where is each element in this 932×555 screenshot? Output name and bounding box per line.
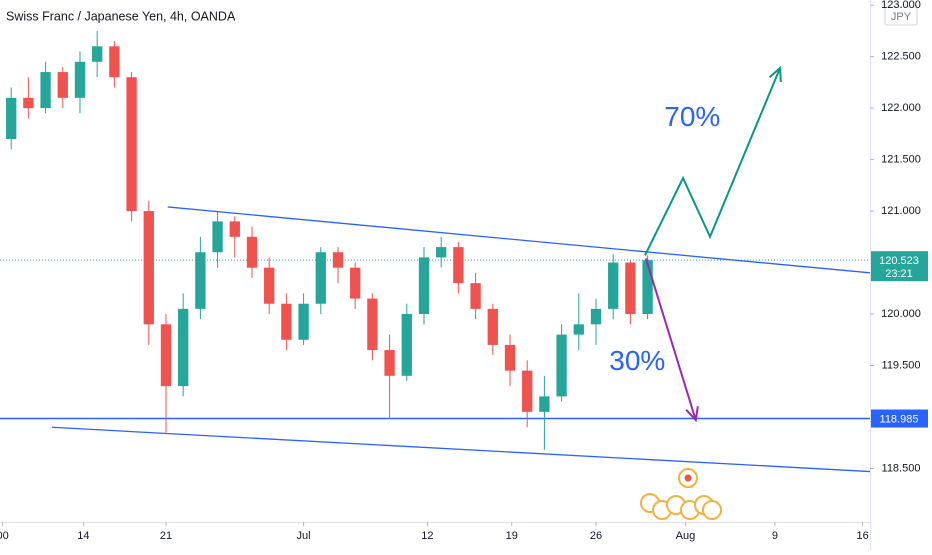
trend-line <box>51 426 870 473</box>
x-tick-label: 12 <box>421 530 433 542</box>
arrow-head <box>685 406 699 423</box>
event-icon <box>702 500 722 520</box>
candle-body <box>315 252 326 304</box>
candle-body <box>74 61 86 98</box>
currency-label: JPY <box>891 11 912 23</box>
candle-body <box>350 267 361 299</box>
event-icons <box>640 468 722 520</box>
candle-body <box>367 298 378 351</box>
candle-body <box>590 308 602 325</box>
event-icon <box>684 474 692 482</box>
candle-body <box>195 252 206 309</box>
candle-body <box>470 283 481 309</box>
x-tick-label: 14 <box>77 530 89 542</box>
candle-body <box>126 77 137 212</box>
x-tick-label: 16 <box>856 530 868 542</box>
y-tick-label: 123.000 <box>881 0 921 11</box>
currency-box[interactable] <box>884 6 918 26</box>
candle-body <box>625 262 636 315</box>
candle-body <box>212 221 223 253</box>
candle-body <box>246 236 258 268</box>
x-tick-label: 9 <box>772 530 778 542</box>
plot-area <box>0 30 870 473</box>
candle-body <box>6 97 17 139</box>
last-price-tag <box>871 251 928 282</box>
chart-title: Swiss Franc / Japanese Yen, 4h, OANDA <box>6 9 236 23</box>
y-tick-label: 118.500 <box>882 462 921 474</box>
candle-body <box>23 97 34 109</box>
candle-body <box>539 396 550 412</box>
arrow-head <box>768 65 782 82</box>
y-tick-label: 121.500 <box>881 153 921 165</box>
trend-line <box>167 206 870 274</box>
y-tick-label: 119.500 <box>882 359 921 371</box>
x-tick-label: 00 <box>0 530 9 542</box>
candle-body <box>143 211 154 325</box>
candle-body <box>573 324 584 335</box>
annotation: 30% <box>609 345 665 376</box>
y-tick-label: 121.000 <box>881 205 921 217</box>
annotation: 70% <box>664 101 720 132</box>
candle-body <box>487 308 498 345</box>
y-tick-label: 120.000 <box>881 308 921 320</box>
candle-body <box>332 252 344 268</box>
candle-body <box>436 247 447 258</box>
candle-body <box>298 303 309 340</box>
candle-body <box>178 308 189 387</box>
candle-body <box>160 324 172 387</box>
x-tick-label: 26 <box>590 530 602 542</box>
candle-body <box>608 262 619 309</box>
arrow-path <box>644 258 697 421</box>
y-tick-label: 122.000 <box>881 102 921 114</box>
level-tag-label: 118.985 <box>880 413 919 425</box>
candle-body <box>264 267 275 304</box>
x-tick-label: 21 <box>160 530 172 542</box>
candle-body <box>556 334 567 397</box>
candle-body <box>504 344 516 371</box>
candle-body <box>229 221 240 237</box>
y-tick-label: 122.500 <box>881 51 921 63</box>
last-price-label: 120.523 <box>879 255 919 267</box>
candle-body <box>281 303 292 340</box>
candle-body <box>642 260 653 315</box>
candle-body <box>57 72 68 98</box>
candle-body <box>453 247 464 284</box>
candle-body <box>418 257 430 315</box>
candle-body <box>522 370 533 412</box>
x-tick-label: 19 <box>506 530 518 542</box>
candle-body <box>92 46 103 62</box>
candle-body <box>109 46 120 78</box>
candle-body <box>401 314 412 376</box>
x-tick-label: Aug <box>676 530 696 542</box>
candle-body <box>384 350 395 376</box>
arrow-path <box>644 67 781 256</box>
candle-body <box>40 72 51 109</box>
x-tick-label: Jul <box>297 530 311 542</box>
countdown-label: 23:21 <box>885 268 913 280</box>
level-tag <box>871 409 928 428</box>
